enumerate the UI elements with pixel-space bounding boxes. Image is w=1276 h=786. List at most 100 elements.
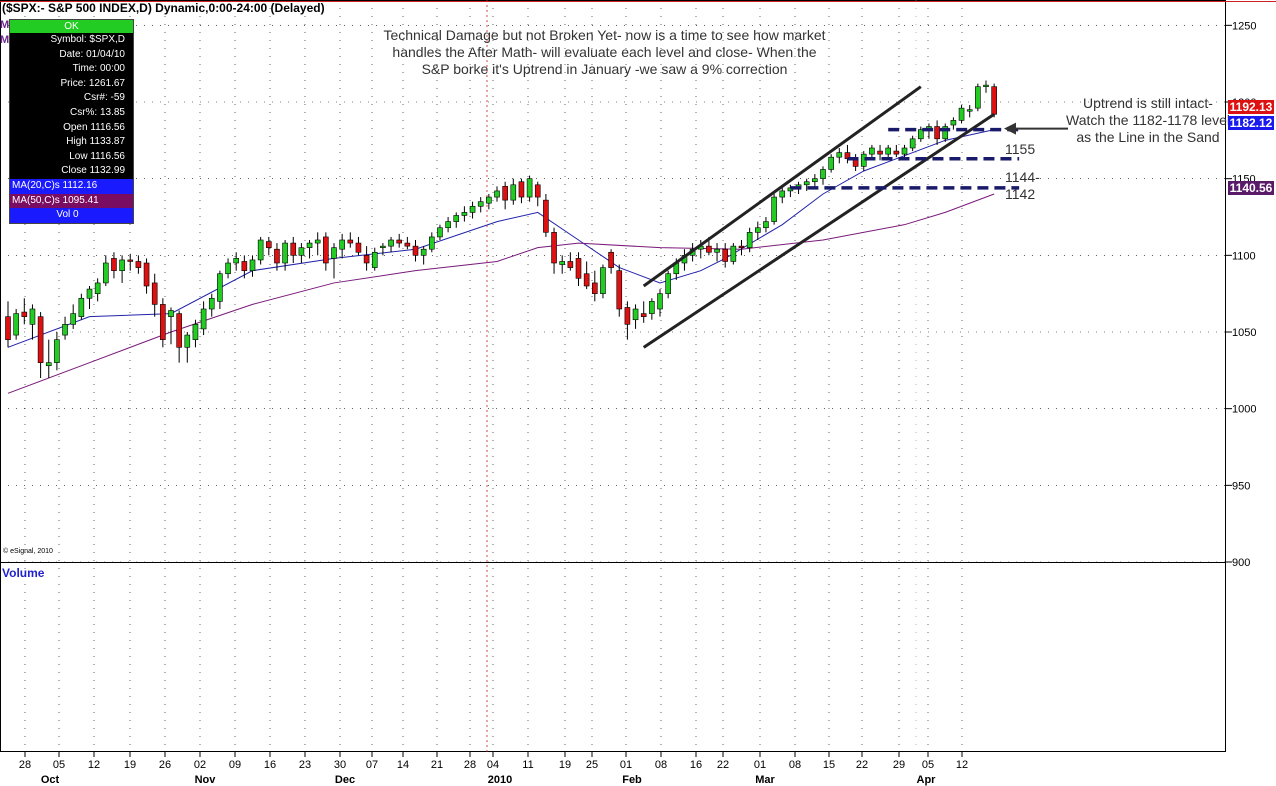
- candle-body: [217, 273, 223, 302]
- candle-body: [763, 221, 769, 229]
- candles: [5, 80, 997, 378]
- candle-body: [412, 245, 419, 256]
- candle-body: [274, 248, 280, 264]
- candle: [371, 247, 378, 271]
- candle-body: [396, 239, 403, 244]
- candle: [534, 181, 541, 207]
- ok-button[interactable]: OK: [10, 20, 133, 33]
- candle-body: [241, 261, 248, 271]
- x-tick-label: 12: [956, 759, 968, 771]
- grid-layer: [0, 0, 1276, 752]
- candle: [94, 278, 101, 302]
- candle: [314, 232, 321, 256]
- candle-body: [494, 190, 500, 198]
- candle-body: [469, 205, 476, 213]
- candle-body: [94, 282, 101, 294]
- x-tick-label: 09: [229, 759, 241, 771]
- price-tag-ma50: 1140.56: [1228, 181, 1274, 195]
- price-tag-ma20: 1182.12: [1228, 116, 1274, 130]
- cursor-info-panel[interactable]: OK Symbol: $SPX,D Date: 01/04/10 Time: 0…: [9, 19, 134, 224]
- candle: [486, 194, 492, 210]
- y-tick-label: 950: [1232, 480, 1250, 492]
- candle: [428, 232, 435, 253]
- candle-body: [616, 270, 623, 310]
- candle: [942, 123, 949, 142]
- x-tick-label: 16: [690, 759, 702, 771]
- candle-body: [885, 147, 892, 155]
- x-tick-label: 02: [194, 759, 206, 771]
- price-tag-last: 1192.13: [1228, 100, 1274, 114]
- x-tick-label: 04: [487, 759, 499, 771]
- candle: [600, 264, 606, 299]
- info-row: Csr%: 13.85: [69, 106, 125, 118]
- candle-body: [62, 324, 68, 336]
- trend-lines: [642, 85, 1068, 349]
- candle-body: [966, 109, 973, 112]
- candle: [828, 154, 834, 173]
- x-tick-label: 05: [922, 759, 934, 771]
- y-tick-label: 1250: [1232, 20, 1256, 32]
- candle-body: [388, 239, 394, 247]
- candle: [510, 178, 517, 205]
- candle-body: [958, 107, 965, 121]
- candle-body: [746, 232, 753, 248]
- candle-body: [828, 156, 834, 170]
- candle-body: [714, 248, 720, 253]
- candle-body: [901, 147, 908, 155]
- x-tick-label: 22: [717, 759, 729, 771]
- info-row: Price: 1261.67: [60, 77, 126, 89]
- info-row: Time: 00:00: [72, 63, 125, 75]
- candle-body: [265, 241, 272, 248]
- candle-body: [909, 138, 916, 149]
- candle-body: [339, 239, 345, 250]
- candle: [29, 304, 36, 340]
- moving-averages: [7, 129, 995, 394]
- candle: [388, 236, 394, 253]
- candle-body: [591, 282, 598, 294]
- candle: [877, 144, 883, 161]
- candle-body: [559, 261, 566, 265]
- candle: [543, 194, 549, 237]
- candle: [909, 135, 916, 152]
- x-tick-label: 28: [464, 759, 476, 771]
- candle-body: [934, 126, 940, 140]
- candle: [143, 258, 150, 294]
- candle-body: [779, 190, 786, 198]
- candle-body: [877, 150, 883, 155]
- candle-body: [225, 262, 231, 275]
- level-1144-label: 1144-1142: [1005, 169, 1040, 202]
- candle-body: [86, 288, 93, 299]
- candle-body: [298, 247, 305, 256]
- candle-body: [54, 339, 60, 363]
- x-tick-label: 22: [856, 759, 868, 771]
- candle-body: [975, 86, 981, 109]
- candle: [950, 117, 957, 130]
- candle: [502, 181, 508, 210]
- month-label: 2010: [488, 774, 512, 786]
- month-label: Nov: [195, 774, 217, 786]
- candle-body: [502, 186, 508, 201]
- candle: [746, 227, 753, 253]
- study-marker-2: M: [0, 34, 10, 46]
- candle-body: [168, 310, 174, 317]
- candle: [518, 178, 525, 204]
- candle: [233, 252, 239, 271]
- candle: [119, 255, 125, 283]
- candle-body: [249, 259, 256, 271]
- candle-body: [706, 245, 712, 253]
- candle: [738, 240, 745, 256]
- candle-body: [991, 86, 997, 115]
- candle: [404, 236, 411, 250]
- y-tick-label: 900: [1232, 557, 1250, 569]
- candle-body: [111, 258, 117, 271]
- month-label: Feb: [622, 774, 642, 786]
- candle: [812, 174, 818, 187]
- x-tick-label: 08: [789, 759, 801, 771]
- candle: [583, 261, 590, 290]
- candle: [355, 236, 362, 256]
- candle-body: [119, 259, 125, 271]
- candle: [714, 243, 720, 262]
- candle-body: [160, 304, 166, 340]
- candle-body: [575, 258, 582, 279]
